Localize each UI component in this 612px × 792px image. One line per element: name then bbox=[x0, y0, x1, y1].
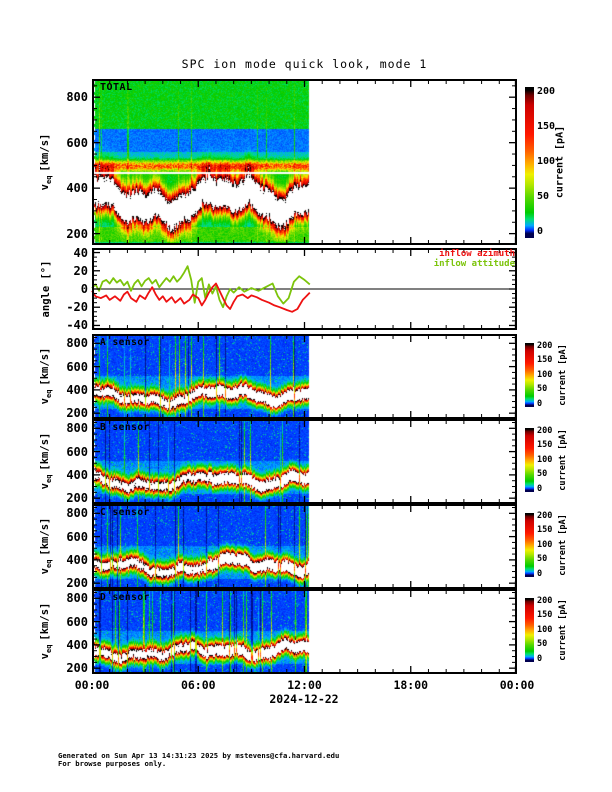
colorbar-tick-label: 150 bbox=[537, 355, 553, 366]
colorbar-a bbox=[525, 343, 534, 407]
colorbar-tick-label: 0 bbox=[537, 225, 544, 237]
angle-axis-frame bbox=[92, 248, 517, 330]
y-tick-label: 400 bbox=[66, 637, 88, 652]
a-sensor-spectrogram-heatmap bbox=[92, 334, 517, 419]
colorbar-tick-label: 100 bbox=[537, 624, 553, 635]
colorbar-tick-label: 200 bbox=[537, 510, 553, 521]
footer-browse-line: For browse purposes only. bbox=[58, 759, 167, 768]
y-tick-label: 400 bbox=[66, 382, 88, 397]
y-tick-label: 200 bbox=[66, 226, 88, 241]
colorbar-tick-label: 200 bbox=[537, 425, 553, 436]
y-tick-label: 800 bbox=[66, 506, 88, 521]
y-tick-label: 600 bbox=[66, 614, 88, 629]
colorbar-tick-label: 50 bbox=[537, 190, 550, 202]
y-tick-label: 40 bbox=[73, 245, 88, 260]
y-tick-label: 800 bbox=[66, 336, 88, 351]
panel-angle bbox=[91, 248, 517, 330]
line-inflow-attitude bbox=[91, 265, 311, 309]
panel-d-sensor: D sensor bbox=[92, 589, 517, 674]
colorbar-tick-label: 50 bbox=[537, 639, 548, 650]
y-tick-label: 600 bbox=[66, 529, 88, 544]
inflow-angle-lines bbox=[91, 265, 515, 313]
y-tick-label: 400 bbox=[66, 552, 88, 567]
colorbar-tick-label: 200 bbox=[537, 340, 553, 351]
panel-b-sensor: B sensor bbox=[92, 419, 517, 504]
colorbar-unit-a: current [pA] bbox=[558, 344, 568, 406]
colorbar-tick-label: 50 bbox=[537, 554, 548, 565]
colorbar-tick-label: 100 bbox=[537, 155, 556, 167]
panel-label-d-sensor: D sensor bbox=[100, 592, 150, 603]
y-tick-label: 0 bbox=[80, 282, 88, 296]
colorbar-total bbox=[525, 87, 534, 238]
colorbar-unit-total: current [pA] bbox=[554, 125, 566, 199]
y-tick-label: 400 bbox=[66, 467, 88, 482]
y-tick-label: 600 bbox=[66, 135, 88, 150]
legend-inflow-azimuth: inflow azimuth bbox=[439, 249, 515, 259]
panel-label-c-sensor: C sensor bbox=[100, 507, 150, 518]
y-tick-label: 600 bbox=[66, 359, 88, 374]
y-tick-label: 800 bbox=[66, 90, 88, 105]
colorbar-c bbox=[525, 513, 534, 577]
panel-label-b-sensor: B sensor bbox=[100, 422, 150, 433]
y-tick-label: 200 bbox=[66, 491, 88, 506]
legend-inflow-attitude: inflow attitude bbox=[433, 258, 515, 269]
date-label: 2024-12-22 bbox=[269, 692, 339, 706]
x-tick-label: 00:00 bbox=[499, 678, 535, 692]
page-title: SPC ion mode quick look, mode 1 bbox=[181, 57, 428, 71]
x-tick-label: 12:00 bbox=[287, 678, 322, 692]
colorbar-tick-label: 0 bbox=[537, 568, 543, 579]
colorbar-tick-label: 0 bbox=[537, 398, 543, 409]
y-tick-label: -20 bbox=[66, 300, 88, 315]
colorbar-tick-label: 200 bbox=[537, 85, 556, 97]
colorbar-tick-label: 0 bbox=[537, 653, 543, 664]
d-sensor-axis-frame bbox=[92, 589, 517, 674]
colorbar-tick-label: 150 bbox=[537, 610, 553, 621]
panel-c-sensor: C sensor bbox=[92, 504, 517, 589]
line-inflow-azimuth bbox=[91, 282, 311, 313]
y-tick-label: -40 bbox=[66, 318, 88, 333]
colorbar-tick-label: 200 bbox=[537, 595, 553, 606]
x-tick-label: 00:00 bbox=[74, 678, 110, 692]
y-tick-label: 800 bbox=[66, 591, 88, 606]
colorbar-tick-label: 50 bbox=[537, 469, 548, 480]
total-spectrogram-heatmap bbox=[92, 79, 517, 245]
colorbar-unit-b: current [pA] bbox=[558, 429, 568, 491]
y-tick-label: 20 bbox=[73, 263, 88, 278]
colorbar-tick-label: 150 bbox=[537, 120, 556, 132]
panel-a-sensor: A sensor bbox=[92, 334, 517, 419]
y-tick-label: 600 bbox=[66, 444, 88, 459]
x-tick-label: 18:00 bbox=[393, 678, 429, 692]
footer-generated-line: Generated on Sun Apr 13 14:31:23 2025 by… bbox=[58, 751, 340, 760]
colorbar-tick-label: 0 bbox=[537, 483, 543, 494]
c-sensor-axis-frame bbox=[92, 504, 517, 589]
colorbar-tick-label: 150 bbox=[537, 525, 553, 536]
y-tick-label: 200 bbox=[66, 576, 88, 591]
colorbar-tick-label: 100 bbox=[537, 539, 553, 550]
b-sensor-spectrogram-heatmap bbox=[92, 419, 517, 504]
angle-legend: inflow azimuth inflow attitude bbox=[355, 249, 515, 269]
colorbar-tick-label: 100 bbox=[537, 454, 553, 465]
colorbar-tick-label: 50 bbox=[537, 384, 548, 395]
d-sensor-spectrogram-heatmap bbox=[92, 589, 517, 674]
x-tick-label: 06:00 bbox=[180, 678, 216, 692]
panel-label-a-sensor: A sensor bbox=[100, 337, 150, 348]
colorbar-unit-d: current [pA] bbox=[558, 599, 568, 661]
colorbar-d bbox=[525, 598, 534, 662]
c-sensor-spectrogram-heatmap bbox=[92, 504, 517, 589]
b-sensor-axis-frame bbox=[92, 419, 517, 504]
y-tick-label: 800 bbox=[66, 421, 88, 436]
colorbar-unit-c: current [pA] bbox=[558, 514, 568, 576]
panel-total: TOTAL bbox=[92, 79, 517, 245]
y-tick-label: 200 bbox=[66, 661, 88, 676]
panel-label-total: TOTAL bbox=[100, 82, 133, 93]
colorbar-tick-label: 100 bbox=[537, 369, 553, 380]
y-tick-label: 400 bbox=[66, 181, 88, 196]
colorbar-b bbox=[525, 428, 534, 492]
total-axis-frame bbox=[92, 79, 517, 245]
a-sensor-axis-frame bbox=[92, 334, 517, 419]
colorbar-tick-label: 150 bbox=[537, 440, 553, 451]
y-tick-label: 200 bbox=[66, 406, 88, 421]
